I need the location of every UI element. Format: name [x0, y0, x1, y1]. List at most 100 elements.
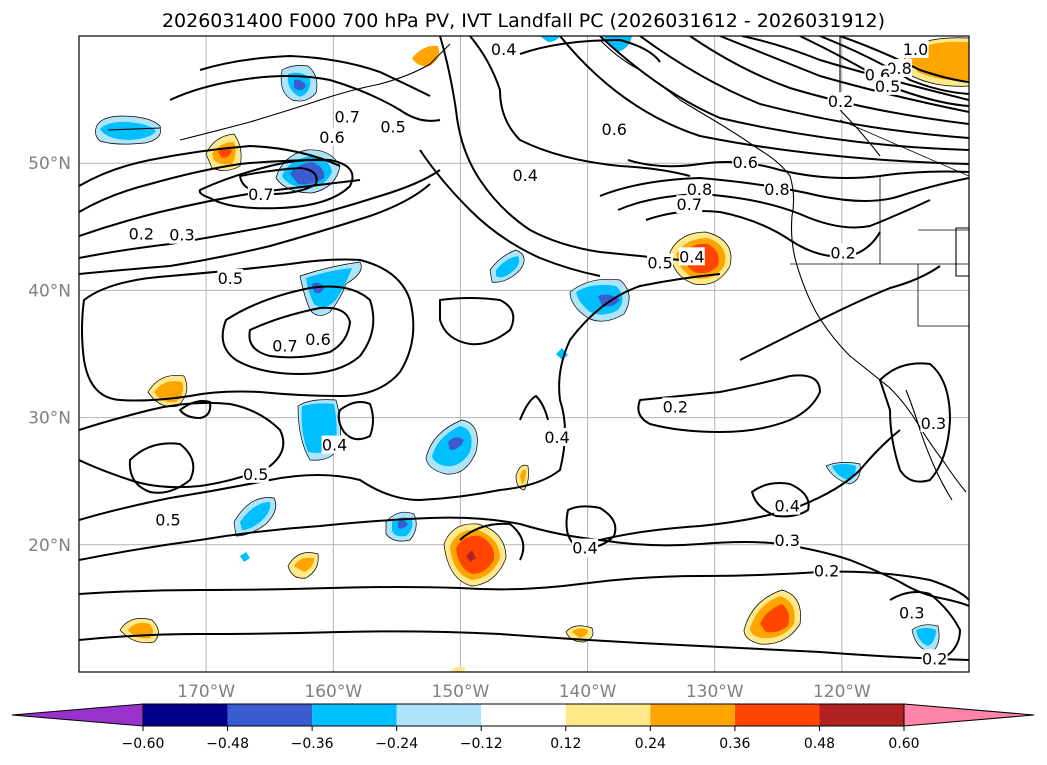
- contour-label-bg: [601, 120, 628, 139]
- contour-label: 0.7: [677, 195, 702, 214]
- contour-label-bg: [168, 225, 195, 244]
- lat-tick-label: 30°N: [28, 409, 71, 429]
- contour-label: 0.7: [272, 336, 297, 355]
- colorbar-swatch: [143, 704, 228, 726]
- negative-anomaly-14: [911, 624, 940, 653]
- contour-label: 0.6: [305, 330, 330, 349]
- lon-tick-label: 160°W: [304, 682, 362, 702]
- contour-label-bg: [305, 330, 332, 349]
- contour-label: 0.7: [248, 185, 273, 204]
- colorbar-label: 0.48: [804, 736, 835, 752]
- contour-label-bg: [813, 561, 840, 580]
- contour-label-bg: [886, 59, 913, 78]
- colorbar-label: −0.60: [122, 736, 165, 752]
- contour-label-bg: [242, 464, 269, 483]
- contour-label-bg: [334, 107, 361, 126]
- negative-anomaly-9: [425, 419, 478, 475]
- contour-label-bg: [902, 39, 929, 58]
- contour-label: 0.4: [679, 247, 704, 266]
- colorbar-swatch: [227, 704, 313, 726]
- colorbar-label: −0.12: [460, 736, 503, 752]
- contour-label-bg: [774, 496, 801, 515]
- colorbar-swatch: [481, 704, 566, 726]
- negative-anomaly-1: [95, 115, 161, 145]
- contour-label-bg: [764, 179, 791, 198]
- lat-tick-label: 40°N: [28, 281, 71, 301]
- contour-label: 0.3: [169, 226, 194, 245]
- negative-anomaly-2: [280, 65, 318, 102]
- contour-label: 0.3: [921, 414, 946, 433]
- contour-label: 0.4: [544, 428, 569, 447]
- contour-label: 0.3: [774, 531, 799, 550]
- colorbar-swatch: [734, 704, 820, 726]
- contour-label: 0.5: [243, 465, 268, 484]
- contour-label-bg: [247, 185, 274, 203]
- negative-anomaly-5: [489, 249, 525, 283]
- lon-tick-label: 120°W: [813, 682, 871, 702]
- contour-label: 0.4: [513, 166, 538, 185]
- latitude-axis: 50°N 40°N 30°N 20°N: [28, 154, 71, 556]
- colorbar-swatch: [312, 704, 397, 726]
- contour-label: 0.4: [322, 436, 347, 455]
- contour-label-bg: [321, 435, 348, 454]
- contour-label: 0.5: [155, 511, 180, 530]
- contour-label-bg: [217, 268, 244, 287]
- contour-label: 0.6: [733, 153, 758, 172]
- contour-label-bg: [647, 253, 674, 272]
- negative-anomaly-12: [240, 552, 250, 562]
- colorbar-label: 0.36: [719, 736, 750, 752]
- contour-label: 0.2: [828, 92, 853, 111]
- contour-label: 0.5: [380, 118, 405, 137]
- contour-label-bg: [921, 649, 948, 668]
- negative-anomaly-7: [556, 348, 568, 360]
- colorbar-swatch: [396, 704, 482, 726]
- colorbar-swatch: [650, 704, 735, 726]
- colorbar-label: −0.48: [206, 736, 249, 752]
- positive-anomaly-10: [565, 625, 594, 643]
- lon-tick-label: 140°W: [559, 682, 617, 702]
- contour-label: 0.2: [814, 562, 839, 581]
- coastlines: [107, 36, 969, 501]
- negative-anomaly-4: [299, 261, 362, 316]
- contour-label: 0.2: [922, 649, 947, 668]
- shaded-anomalies: [95, 36, 969, 672]
- contour-label-bg: [774, 530, 801, 549]
- colorbar-extend-max: [903, 703, 1035, 727]
- contour-label-bg: [271, 336, 298, 355]
- contour-label-bg: [380, 117, 407, 136]
- positive-anomaly-12: [450, 666, 466, 672]
- contour-label: 0.8: [687, 180, 712, 199]
- contour-label: 0.4: [774, 497, 799, 516]
- contour-label-bg: [920, 413, 947, 432]
- contour-label-bg: [898, 603, 925, 622]
- contour-label-bg: [319, 127, 346, 146]
- colorbar-ticks: [142, 726, 905, 731]
- contour-label-bg: [662, 397, 689, 416]
- contour-label: 0.3: [899, 603, 924, 622]
- colorbar-label: −0.36: [291, 736, 334, 752]
- figure-title: 2026031400 F000 700 hPa PV, IVT Landfall…: [162, 10, 885, 32]
- colorbar-extend-min: [11, 703, 144, 727]
- colorbar: −0.60 −0.48 −0.36 −0.24 −0.12 0.12 0.24 0.36 0.4…: [11, 703, 1035, 752]
- contour-label: 0.2: [663, 397, 688, 416]
- positive-anomaly-1: [205, 133, 242, 171]
- negative-anomaly-10: [233, 497, 277, 537]
- contour-label-bg: [572, 538, 599, 557]
- colorbar-label: 0.24: [635, 736, 666, 752]
- contour-label: 0.5: [875, 77, 900, 96]
- contour-label-bg: [827, 92, 854, 111]
- contour-label: 0.2: [129, 224, 154, 243]
- contour-label: 0.4: [572, 539, 597, 558]
- lon-tick-label: 130°W: [686, 682, 744, 702]
- contour-label: 0.6: [319, 128, 344, 147]
- lon-tick-label: 170°W: [177, 682, 235, 702]
- contour-labels: 0.4 1.00.80.60.50.20.70.60.5 0.60.40.60.80…: [128, 39, 948, 668]
- contour-label: 0.2: [830, 244, 855, 263]
- colorbar-label: 0.12: [550, 736, 581, 752]
- contour-label: 0.5: [647, 254, 672, 273]
- contour-label: 0.8: [886, 59, 911, 78]
- contour-label-bg: [874, 76, 901, 95]
- colorbar-labels: −0.60 −0.48 −0.36 −0.24 −0.12 0.12 0.24 0.36 0.4…: [122, 736, 920, 752]
- positive-anomaly-8: [287, 552, 319, 579]
